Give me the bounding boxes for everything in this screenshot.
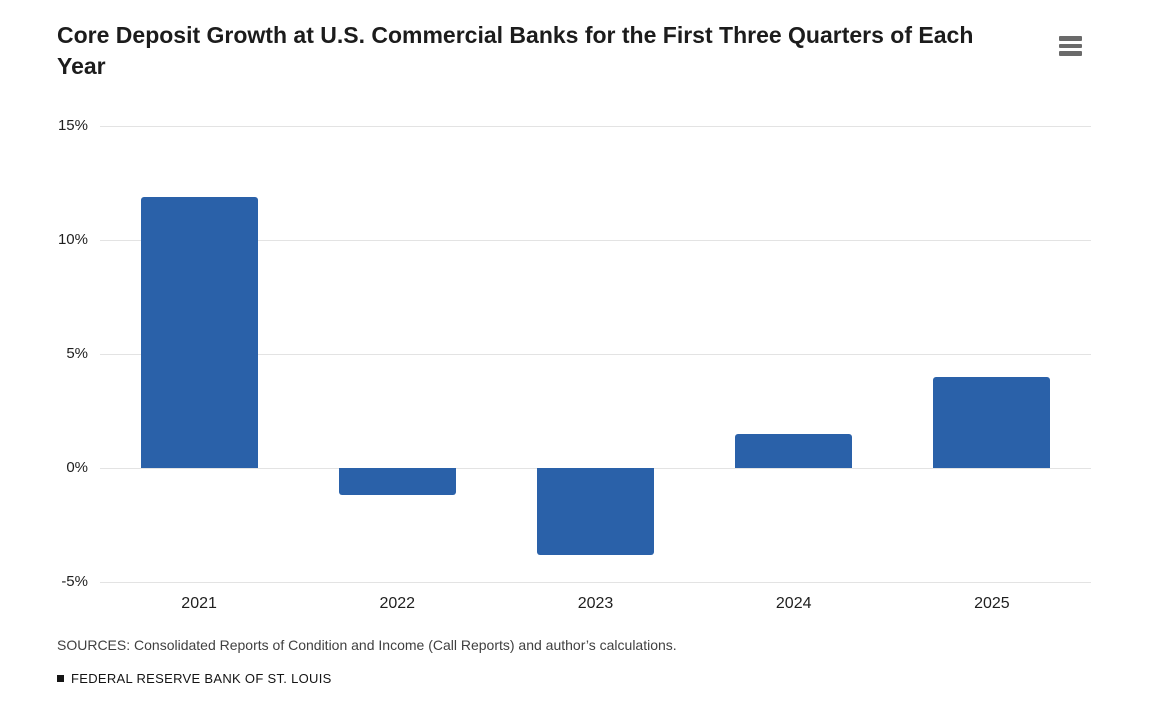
x-tick-label: 2025 xyxy=(974,595,1010,612)
gridline xyxy=(100,239,1091,241)
chart-title: Core Deposit Growth at U.S. Commercial B… xyxy=(57,22,974,79)
y-tick-label: 10% xyxy=(57,231,88,248)
bar-2022[interactable] xyxy=(338,468,456,496)
branding-square-icon xyxy=(57,675,64,682)
y-tick-label: 0% xyxy=(66,459,88,476)
bar-2025[interactable] xyxy=(933,376,1051,468)
gridline xyxy=(100,125,1091,127)
bar-2021[interactable] xyxy=(140,196,258,468)
hamburger-bar xyxy=(1059,36,1082,41)
gridline xyxy=(100,581,1091,583)
sources-note: SOURCES: Consolidated Reports of Conditi… xyxy=(57,637,677,653)
x-tick-label: 2022 xyxy=(379,595,416,612)
branding-footer: FEDERAL RESERVE BANK OF ST. LOUIS xyxy=(57,671,332,686)
branding-text: FEDERAL RESERVE BANK OF ST. LOUIS xyxy=(71,671,332,686)
hamburger-menu-icon[interactable] xyxy=(1059,36,1085,58)
plot-area xyxy=(100,125,1091,583)
y-tick-label: -5% xyxy=(61,573,88,590)
y-tick-label: 5% xyxy=(66,345,88,362)
bar-2023[interactable] xyxy=(537,468,654,555)
hamburger-bar xyxy=(1059,43,1082,48)
x-axis: 2021 2022 2023 2024 2025 xyxy=(100,595,1091,617)
bar-2024[interactable] xyxy=(735,433,853,468)
x-tick-label: 2023 xyxy=(577,595,614,612)
x-tick-label: 2021 xyxy=(181,595,217,612)
x-tick-label: 2024 xyxy=(775,595,812,612)
gridline xyxy=(100,353,1091,355)
hamburger-bar xyxy=(1059,51,1082,56)
y-tick-label: 15% xyxy=(57,117,88,134)
y-axis: 15% 10% 5% 0% -5% xyxy=(0,117,88,590)
